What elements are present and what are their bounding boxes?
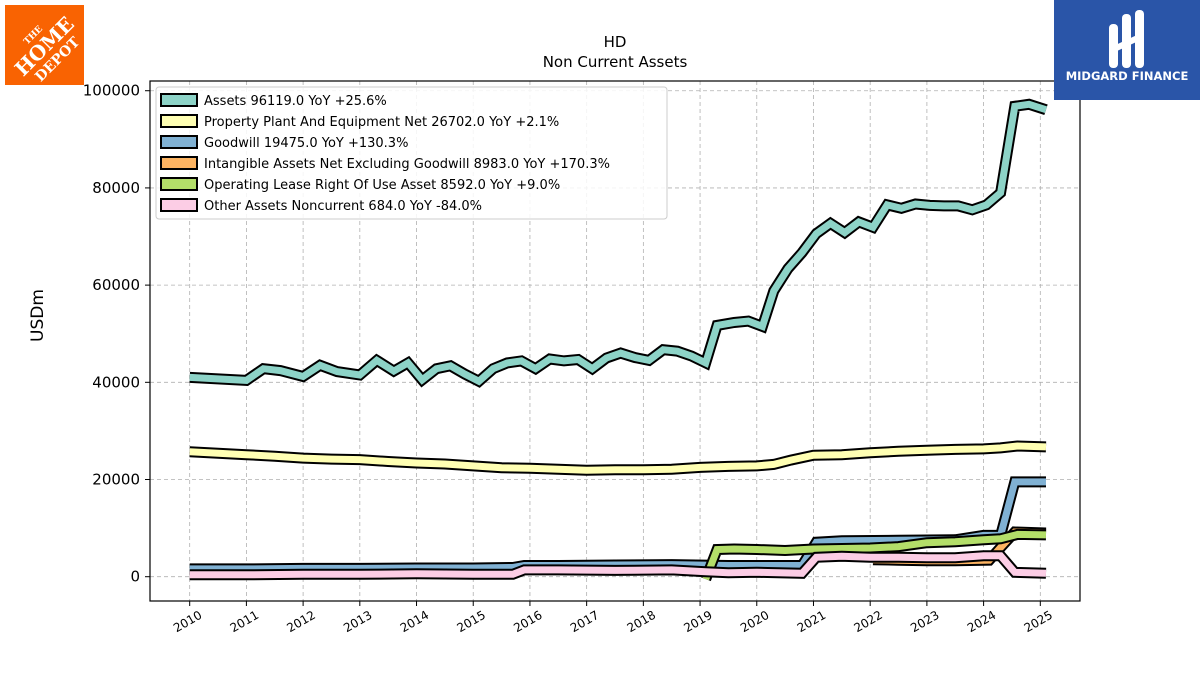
x-tick-label: 2024: [965, 608, 998, 635]
series-0: [189, 98, 1048, 388]
x-tick-label: 2012: [284, 608, 317, 635]
midgard-finance-logo: MIDGARD FINANCE: [1054, 0, 1200, 100]
legend-entry: Goodwill 19475.0 YoY +130.3%: [204, 136, 408, 151]
x-tick-label: 2017: [568, 608, 601, 635]
chart-subtitle: Non Current Assets: [542, 53, 688, 71]
x-axis: 2010 2011 2012 2013 2014 2015 2016 2017 2018 2019…: [171, 601, 1055, 635]
legend-swatch: [160, 198, 198, 212]
x-tick-label: 2025: [1022, 608, 1055, 635]
legend-swatch: [160, 177, 198, 191]
series-line: [189, 552, 1047, 579]
x-tick-label: 2022: [851, 608, 884, 635]
series-line: [189, 442, 1047, 474]
y-tick-label: 0: [130, 568, 140, 586]
legend-box: [155, 86, 668, 220]
x-tick-label: 2014: [398, 608, 431, 635]
x-tick-label: 2021: [795, 608, 828, 635]
series-lines: [189, 98, 1048, 582]
legend-entry: Other Assets Noncurrent 684.0 YoY -84.0%: [204, 199, 482, 214]
y-axis: 0 20000 40000 60000 80000 100000: [83, 82, 150, 586]
series-4: [700, 528, 1047, 582]
legend-entry: Property Plant And Equipment Net 26702.0…: [204, 115, 559, 130]
legend-swatch: [160, 93, 198, 107]
x-tick-label: 2020: [738, 608, 771, 635]
y-tick-label: 60000: [92, 276, 140, 294]
legend-swatch: [160, 156, 198, 170]
home-depot-logo: THE HOME DEPOT: [5, 5, 84, 85]
series-line: [189, 100, 1048, 386]
legend-entry: Operating Lease Right Of Use Asset 8592.…: [204, 178, 560, 193]
legend-entry: Assets 96119.0 YoY +25.6%: [204, 94, 387, 109]
x-tick-label: 2023: [908, 608, 941, 635]
x-tick-label: 2011: [228, 608, 261, 635]
legend-entry: Intangible Assets Net Excluding Goodwill…: [204, 157, 610, 172]
x-tick-label: 2013: [341, 608, 374, 635]
x-tick-label: 2015: [455, 608, 488, 635]
y-axis-label: USDm: [28, 289, 48, 342]
x-tick-label: 2018: [625, 608, 658, 635]
series-line: [702, 530, 1047, 581]
legend: Assets 96119.0 YoY +25.6% Property Plant …: [155, 86, 668, 220]
chart-title: HD: [603, 33, 627, 51]
x-tick-label: 2019: [681, 608, 714, 635]
y-tick-label: 80000: [92, 179, 140, 197]
x-tick-label: 2010: [171, 608, 204, 635]
y-tick-label: 20000: [92, 471, 140, 489]
series-1: [189, 440, 1047, 476]
svg-text:MIDGARD FINANCE: MIDGARD FINANCE: [1066, 69, 1189, 83]
series-5: [189, 550, 1047, 581]
plot-frame: [149, 80, 1081, 602]
legend-swatch: [160, 135, 198, 149]
legend-swatch: [160, 114, 198, 128]
y-tick-label: 40000: [92, 373, 140, 391]
y-tick-label: 100000: [83, 82, 140, 100]
x-tick-label: 2016: [511, 608, 544, 635]
